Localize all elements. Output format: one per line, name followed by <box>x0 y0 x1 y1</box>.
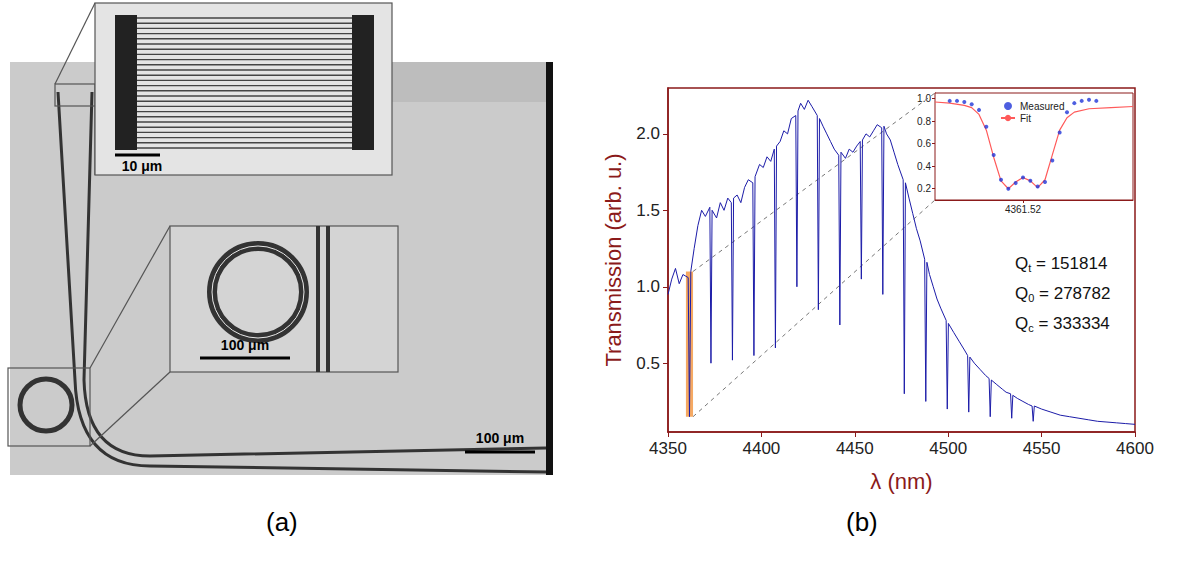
svg-text:λ (nm): λ (nm) <box>870 469 932 494</box>
svg-text:4350: 4350 <box>649 439 687 458</box>
svg-text:4550: 4550 <box>1023 439 1061 458</box>
svg-text:0.6: 0.6 <box>917 138 931 149</box>
svg-text:Q: Q <box>1015 254 1028 273</box>
svg-text:4600: 4600 <box>1116 439 1154 458</box>
svg-text:4400: 4400 <box>742 439 780 458</box>
svg-text:0.8: 0.8 <box>917 116 931 127</box>
svg-text:1.0: 1.0 <box>917 93 931 104</box>
svg-text:0.4: 0.4 <box>917 161 931 172</box>
svg-text:4361.52: 4361.52 <box>1005 204 1042 215</box>
svg-text:100 μm: 100 μm <box>221 337 269 353</box>
svg-text:100 μm: 100 μm <box>476 430 524 446</box>
svg-text:2.0: 2.0 <box>636 124 660 143</box>
svg-text:= 333334: = 333334 <box>1034 314 1110 333</box>
svg-text:t: t <box>1028 261 1032 274</box>
svg-text:4450: 4450 <box>836 439 874 458</box>
html-text:(a): (a) <box>266 506 298 537</box>
svg-text:0.5: 0.5 <box>636 354 660 373</box>
svg-text:4500: 4500 <box>929 439 967 458</box>
svg-text:= 278782: = 278782 <box>1034 284 1110 303</box>
svg-text:0: 0 <box>1028 291 1035 304</box>
svg-text:Measured: Measured <box>1020 101 1064 112</box>
svg-text:1.0: 1.0 <box>636 277 660 296</box>
svg-text:Q: Q <box>1015 284 1028 303</box>
svg-text:c: c <box>1028 321 1034 334</box>
html-text:(b): (b) <box>846 506 878 537</box>
svg-text:Fit: Fit <box>1020 113 1031 124</box>
svg-text:1.5: 1.5 <box>636 201 660 220</box>
svg-text:10 μm: 10 μm <box>122 158 162 174</box>
svg-text:0.2: 0.2 <box>917 183 931 194</box>
svg-text:= 151814: = 151814 <box>1031 254 1107 273</box>
svg-text:Q: Q <box>1015 314 1028 333</box>
svg-text:Transmission (arb. u.): Transmission (arb. u.) <box>601 153 626 366</box>
